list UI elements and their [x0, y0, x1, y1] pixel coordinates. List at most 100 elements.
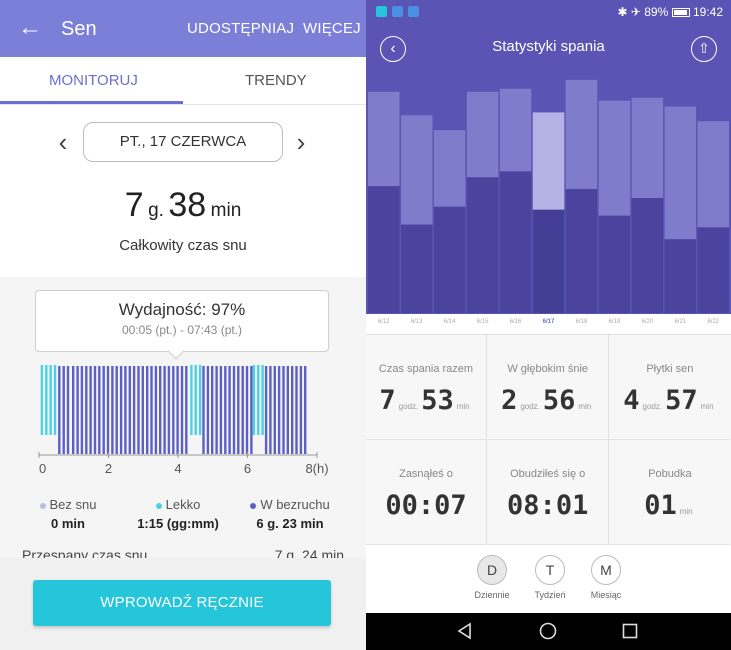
- deep-sleep-bar[interactable]: [598, 215, 631, 313]
- still-sleep-bar: [106, 366, 110, 454]
- still-sleep-bar: [141, 366, 144, 454]
- airplane-icon: ✈: [630, 5, 641, 19]
- light-sleep-bar[interactable]: [532, 112, 565, 210]
- deep-sleep-cell: W głębokim śnie 2 godz. 56 min: [487, 335, 609, 440]
- battery-percent: 89%: [644, 5, 669, 19]
- legend-value: 1:15 (gg:mm): [137, 516, 219, 531]
- light-sleep-bar: [40, 365, 44, 435]
- chevron-right-icon[interactable]: ›: [296, 127, 306, 157]
- light-sleep-bar[interactable]: [697, 121, 730, 228]
- tab-indicator: [0, 101, 183, 104]
- more-button[interactable]: WIĘCEJ: [303, 20, 361, 37]
- still-sleep-bar: [176, 366, 179, 454]
- total-sleep-cell: Czas spania razem 7 godz. 53 min: [366, 335, 487, 440]
- stat-unit: min: [456, 402, 470, 411]
- mode-weekly-button[interactable]: T Tydzień: [520, 555, 580, 600]
- legend-label: Bez snu: [49, 497, 97, 512]
- stat-number: 53: [421, 385, 454, 416]
- mode-letter: T: [535, 555, 565, 585]
- light-sleep-bar: [45, 365, 48, 435]
- bar-date-label: 6/20: [641, 319, 654, 325]
- arrow-left-icon[interactable]: ←: [18, 14, 42, 41]
- bluetooth-icon: ✱: [617, 5, 628, 19]
- still-sleep-bar: [185, 366, 188, 454]
- deep-sleep-bar[interactable]: [466, 177, 499, 313]
- light-sleep-bar[interactable]: [565, 79, 598, 190]
- still-sleep-bar: [228, 366, 231, 454]
- stat-unit: min: [700, 402, 714, 411]
- deep-sleep-bar[interactable]: [532, 209, 565, 314]
- still-sleep-bar: [291, 366, 294, 454]
- deep-sleep-bar[interactable]: [368, 186, 400, 313]
- still-sleep-bar: [286, 366, 289, 454]
- sleep-phase-chart[interactable]: 0 2 4 6 8(h): [30, 362, 340, 482]
- nav-recents-icon[interactable]: [619, 620, 641, 642]
- light-sleep-bar: [252, 365, 256, 435]
- chevron-left-icon[interactable]: ‹: [58, 127, 68, 157]
- nav-home-icon[interactable]: [537, 620, 559, 642]
- deep-sleep-bar[interactable]: [565, 189, 598, 313]
- still-sleep-bar: [66, 366, 70, 454]
- mode-label: Dziennie: [474, 590, 510, 600]
- bar-chart-date-axis: 6/12 6/13 6/14 6/15 6/16 6/17 6/18 6/19 6/20 6/21…: [366, 314, 731, 334]
- still-sleep-bar: [137, 366, 140, 454]
- tab-bar: MONITORUJ TRENDY: [0, 57, 366, 105]
- nav-back-icon[interactable]: [454, 620, 476, 642]
- woke-up-cell: Obudziłeś się o 08:01: [487, 440, 609, 545]
- stat-unit: godz.: [642, 402, 663, 411]
- sleep-stats-grid: Czas spania razem 7 godz. 53 min W głębokim ś…: [366, 334, 731, 545]
- total-minutes: 38: [168, 186, 207, 224]
- mode-monthly-button[interactable]: M Miesiąc: [576, 555, 636, 600]
- stat-label: Zasnąłeś o: [399, 468, 453, 480]
- light-sleep-bar[interactable]: [433, 130, 466, 207]
- light-sleep-bar[interactable]: [401, 115, 433, 225]
- stat-unit: min: [578, 402, 592, 411]
- light-sleep-bar[interactable]: [598, 100, 631, 216]
- fell-asleep-cell: Zasnąłeś o 00:07: [366, 440, 487, 545]
- deep-sleep-bar[interactable]: [401, 224, 433, 314]
- enter-manually-button[interactable]: WPROWADŹ RĘCZNIE: [33, 580, 331, 626]
- still-sleep-bar: [264, 366, 268, 454]
- mode-daily-button[interactable]: D Dziennie: [462, 555, 522, 600]
- bar-date-label: 6/16: [509, 319, 522, 325]
- tab-monitoruj[interactable]: MONITORUJ: [49, 72, 138, 89]
- tab-trendy[interactable]: TRENDY: [245, 72, 307, 89]
- share-button[interactable]: UDOSTĘPNIAJ: [187, 20, 295, 37]
- light-sleep-bar[interactable]: [631, 97, 664, 198]
- chevron-left-circle-icon[interactable]: ‹: [380, 36, 406, 62]
- light-sleep-bar[interactable]: [368, 91, 400, 187]
- total-sleep-value: 7 g. 38 min: [0, 186, 366, 225]
- light-sleep-cell: Płytki sen 4 godz. 57 min: [609, 335, 731, 440]
- daily-sleep-bar-chart[interactable]: [366, 75, 731, 315]
- deep-sleep-bar[interactable]: [697, 227, 730, 313]
- bar-date-label: 6/12: [377, 319, 390, 325]
- notification-icon: [392, 6, 403, 17]
- slept-time-row: Przespany czas snu 7 g. 24 min: [22, 547, 344, 559]
- stat-label: Płytki sen: [646, 363, 694, 375]
- share-circle-icon[interactable]: ⇧: [691, 36, 717, 62]
- deep-sleep-bar[interactable]: [433, 206, 466, 313]
- light-sleep-bar[interactable]: [664, 106, 697, 240]
- period-selector: D Dziennie T Tydzień M Miesiąc: [366, 545, 731, 613]
- still-sleep-bar: [180, 366, 184, 454]
- light-sleep-bar[interactable]: [466, 91, 499, 178]
- stat-unit: godz.: [398, 402, 419, 411]
- bar-date-label: 6/19: [608, 319, 621, 325]
- efficiency-tooltip: Wydajność: 97% 00:05 (pt.) - 07:43 (pt.): [35, 290, 329, 352]
- deep-sleep-bar[interactable]: [664, 239, 697, 314]
- legend-light: Lekko 1:15 (gg:mm): [128, 497, 228, 531]
- stat-number: 4: [623, 385, 640, 416]
- deep-sleep-bar[interactable]: [631, 198, 664, 313]
- deep-sleep-bar[interactable]: [499, 171, 532, 313]
- still-sleep-bar: [206, 366, 210, 454]
- still-sleep-bar: [163, 366, 166, 454]
- light-sleep-bar[interactable]: [499, 88, 532, 172]
- light-sleep-bar: [198, 365, 202, 435]
- date-selector[interactable]: PT., 17 CZERWCA: [83, 122, 283, 162]
- stats-title: Statystyki spania: [492, 38, 605, 55]
- still-sleep-bar: [85, 366, 88, 454]
- chart-x-tick-label: 8(h): [305, 461, 328, 476]
- still-sleep-bar: [119, 366, 123, 454]
- left-sleep-screen: ← Sen UDOSTĘPNIAJ WIĘCEJ MONITORUJ TREND…: [0, 0, 366, 626]
